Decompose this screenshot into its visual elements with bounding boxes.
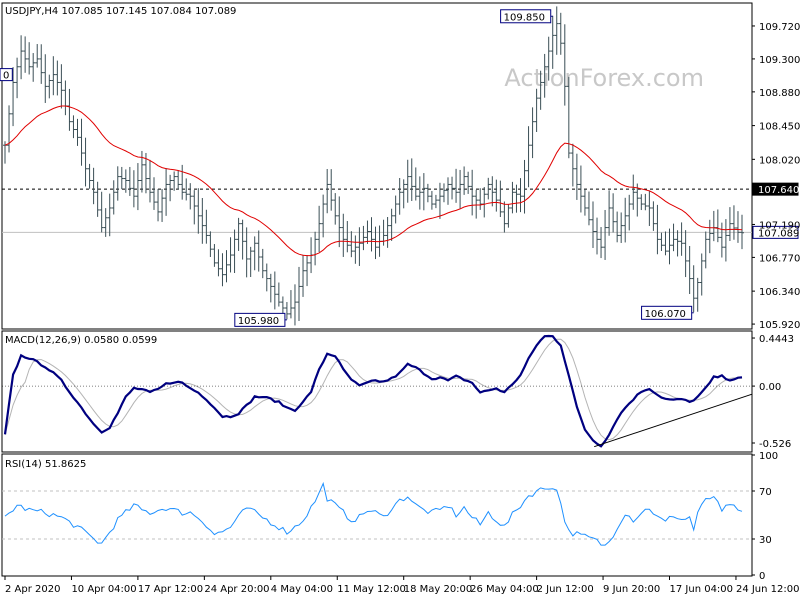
price-panel-title: USDJPY,H4 107.085 107.145 107.084 107.08… — [5, 6, 236, 17]
time-tick-label: 17 Apr 12:00 — [138, 584, 203, 595]
price-annotation-label: 106.070 — [645, 309, 686, 320]
price-annotation-label: 105.980 — [238, 316, 279, 327]
rsi-level-lines — [2, 490, 752, 540]
price-annotation-box — [0, 68, 13, 82]
time-tick-label: 18 May 20:00 — [404, 584, 473, 595]
price-tick-label: 109.720 — [759, 22, 800, 33]
rsi-tick-label: 100 — [759, 451, 778, 462]
rsi-tick-label: 70 — [759, 487, 772, 498]
time-tick-label: 24 Jun 12:00 — [736, 584, 800, 595]
macd-line — [3, 334, 743, 448]
price-level-label: 107.640 — [758, 185, 799, 196]
price-tick-label: 108.450 — [759, 122, 800, 133]
price-tick-label: 108.020 — [759, 155, 800, 166]
price-tick-label: 106.770 — [759, 253, 800, 264]
price-level-label-box — [752, 182, 799, 196]
macd-tick-label: 0.00 — [759, 382, 781, 393]
time-tick-label: 4 May 04:00 — [271, 584, 333, 595]
time-tick-label: 10 Apr 04:00 — [71, 584, 136, 595]
macd-y-axis: 0.4443 0.00 -0.526 — [2, 334, 794, 450]
price-level-label-box — [752, 225, 799, 239]
price-panel-frame — [1, 2, 753, 330]
rsi-tick-label: 0 — [759, 571, 765, 582]
macd-tick-label: 0.4443 — [759, 334, 794, 345]
rsi-line — [4, 481, 743, 546]
price-annotation-label: 0 — [3, 71, 9, 82]
price-tick-label: 105.920 — [759, 320, 800, 331]
time-tick-label: 2 Jun 12:00 — [537, 584, 594, 595]
price-annotation-label: 109.850 — [504, 12, 545, 23]
macd-signal-line — [4, 338, 743, 441]
moving-average-line — [4, 105, 743, 257]
rsi-panel-title: RSI(14) 51.8625 — [5, 459, 86, 470]
macd-trendline — [594, 393, 753, 448]
price-bars — [3, 6, 744, 327]
price-tick-label: 109.300 — [759, 55, 800, 66]
price-level-label: 107.089 — [758, 228, 799, 239]
rsi-panel: RSI(14) 51.8625 100 70 30 0 — [1, 451, 778, 582]
macd-panel-title: MACD(12,26,9) 0.0580 0.0599 — [5, 335, 157, 346]
time-tick-label: 26 May 04:00 — [470, 584, 539, 595]
time-tick-label: 17 Jun 04:00 — [670, 584, 734, 595]
watermark: ActionForex.com — [504, 64, 704, 92]
price-tick-label: 108.880 — [759, 88, 800, 99]
rsi-y-axis: 100 70 30 0 — [752, 451, 778, 582]
price-tick-label: 106.340 — [759, 287, 800, 298]
rsi-tick-label: 30 — [759, 535, 772, 546]
price-panel: ActionForex.com USDJPY,H4 107.085 107.14… — [0, 2, 800, 331]
rsi-panel-frame — [1, 453, 753, 577]
time-axis: 2 Apr 2020 10 Apr 04:00 17 Apr 12:00 24 Apr… — [4, 576, 800, 595]
macd-panel: MACD(12,26,9) 0.0580 0.0599 0.4443 0.00 -0… — [1, 330, 794, 453]
macd-panel-frame — [1, 330, 753, 453]
price-tick-label: 107.190 — [759, 220, 800, 231]
macd-tick-label: -0.526 — [759, 439, 791, 450]
time-tick-label: 9 Jun 20:00 — [603, 584, 660, 595]
price-y-axis: 107.640 107.089 109.720 109.300 108.880 108.4… — [752, 22, 800, 331]
price-annotations: 109.850 105.980 106.070 0 — [0, 9, 694, 327]
time-tick-label: 11 May 12:00 — [337, 584, 406, 595]
time-tick-label: 24 Apr 20:00 — [204, 584, 269, 595]
time-tick-label: 2 Apr 2020 — [5, 584, 60, 595]
price-level-lines — [2, 188, 752, 233]
